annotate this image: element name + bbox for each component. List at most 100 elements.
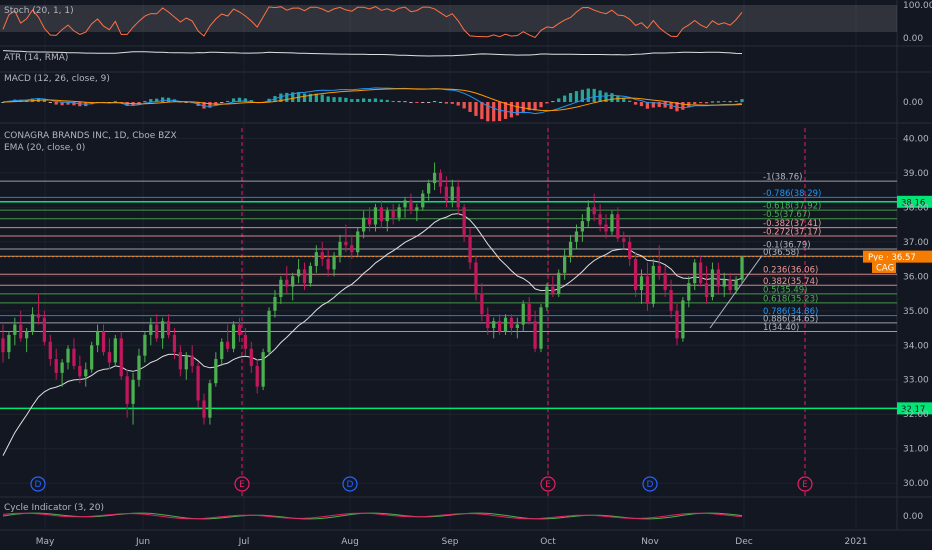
macd-histogram-bar (450, 102, 454, 104)
macd-histogram-bar (160, 97, 165, 102)
macd-histogram-bar (427, 102, 431, 103)
macd-signal-line (2, 88, 743, 112)
candle-body (421, 193, 425, 208)
macd-histogram-bar (604, 92, 608, 102)
candle-body (208, 383, 212, 418)
candle-body (628, 241, 632, 260)
event-marker[interactable] (540, 476, 556, 492)
candle-body (698, 262, 703, 284)
macd-histogram-bar (710, 101, 715, 103)
event-marker[interactable] (642, 476, 658, 492)
fib-level-label: 0(36.58) (763, 248, 799, 258)
stoch-tick-0: 0.00 (903, 34, 923, 44)
macd-histogram-bar (563, 95, 567, 102)
candle-body (397, 207, 401, 218)
atr-pane: ATR (14, RMA) (2, 50, 743, 63)
candle-body (362, 217, 366, 232)
macd-histogram-bar (385, 99, 389, 102)
candle-body (90, 345, 94, 370)
macd-histogram-bar (302, 93, 307, 102)
candle-body (143, 334, 147, 356)
time-axis-label: Jun (135, 537, 150, 547)
macd-pane: MACD (12, 26, close, 9) 0.00 (1, 74, 923, 122)
candle-body (450, 186, 454, 201)
candle-body (521, 303, 525, 325)
macd-histogram-bar (716, 101, 720, 103)
macd-histogram-bar (456, 102, 460, 106)
price-tick-label: 32.00 (903, 410, 929, 420)
candle-body (616, 214, 620, 239)
candle-body (503, 317, 508, 332)
candle-body (137, 355, 141, 380)
macd-histogram-bar (734, 100, 738, 102)
price-tick-label: 37.00 (903, 238, 929, 248)
macd-histogram-bar (379, 99, 383, 102)
macd-histogram-bar (391, 100, 395, 102)
cycle-line (2, 512, 743, 520)
event-marker[interactable] (342, 476, 358, 492)
macd-histogram-bar (740, 99, 744, 102)
macd-histogram-bar (728, 101, 732, 103)
macd-histogram-bar (462, 102, 466, 109)
event-marker[interactable] (30, 476, 46, 492)
macd-histogram-bar (474, 102, 478, 116)
candle-body (367, 217, 372, 225)
pane-separators (0, 0, 932, 531)
candle-body (545, 286, 549, 308)
candle-body (675, 310, 679, 339)
symbol-tag (872, 260, 896, 273)
candle-body (657, 265, 661, 273)
candle-body (497, 321, 502, 332)
fib-level-label: -0.382(37.41) (763, 219, 821, 229)
candle-body (255, 365, 259, 387)
macd-histogram-bar (231, 98, 236, 102)
macd-histogram-bar (497, 102, 502, 122)
macd-histogram-bar (539, 102, 543, 108)
event-marker[interactable] (797, 476, 813, 492)
fib-level-label: -0.786(38.29) (763, 189, 821, 199)
event-marker[interactable] (234, 476, 250, 492)
candle-body (403, 200, 407, 208)
candle-body (273, 296, 277, 311)
candle-body (119, 338, 123, 377)
candle-body (610, 214, 614, 232)
candle-body (604, 224, 608, 232)
macd-histogram-bar (651, 102, 655, 108)
candle-body (190, 355, 194, 366)
atr-line (2, 50, 743, 57)
cycle-label: Cycle Indicator (3, 20) (4, 503, 104, 513)
candle-body (338, 241, 342, 256)
candle-body (557, 272, 561, 294)
macd-histogram-bar (208, 102, 212, 108)
candle-body (214, 359, 218, 384)
event-marker-letter: E (239, 480, 245, 490)
time-axis-label: Dec (735, 537, 752, 547)
candle-body (184, 355, 188, 370)
macd-histogram-bar (373, 98, 378, 102)
macd-histogram-bar (397, 101, 401, 103)
candle-body (302, 269, 307, 284)
candle-body (1, 338, 5, 353)
candle-body (332, 255, 336, 270)
candle-body (586, 207, 590, 222)
price-tick-label: 40.00 (903, 134, 929, 144)
horizontal-lines: 38.16 32.17 (0, 195, 932, 415)
macd-histogram-bar (243, 98, 248, 102)
candle-body (78, 365, 82, 377)
candle-body (645, 276, 650, 304)
macd-histogram-bar (362, 98, 366, 102)
macd-histogram-bar (444, 102, 449, 104)
fib-level-label: 0.382(35.74) (763, 277, 818, 287)
candle-body (456, 186, 460, 208)
candle-body (693, 262, 697, 284)
candle-body (527, 303, 531, 322)
candle-body (237, 324, 242, 335)
macd-histogram-bar (586, 88, 590, 102)
macd-histogram-bar (320, 94, 324, 102)
macd-histogram-bar (409, 102, 413, 103)
candle-body (350, 245, 354, 253)
candle-body (314, 252, 318, 266)
candle-body (7, 334, 11, 353)
ema-label: EMA (20, close, 0) (4, 143, 85, 153)
